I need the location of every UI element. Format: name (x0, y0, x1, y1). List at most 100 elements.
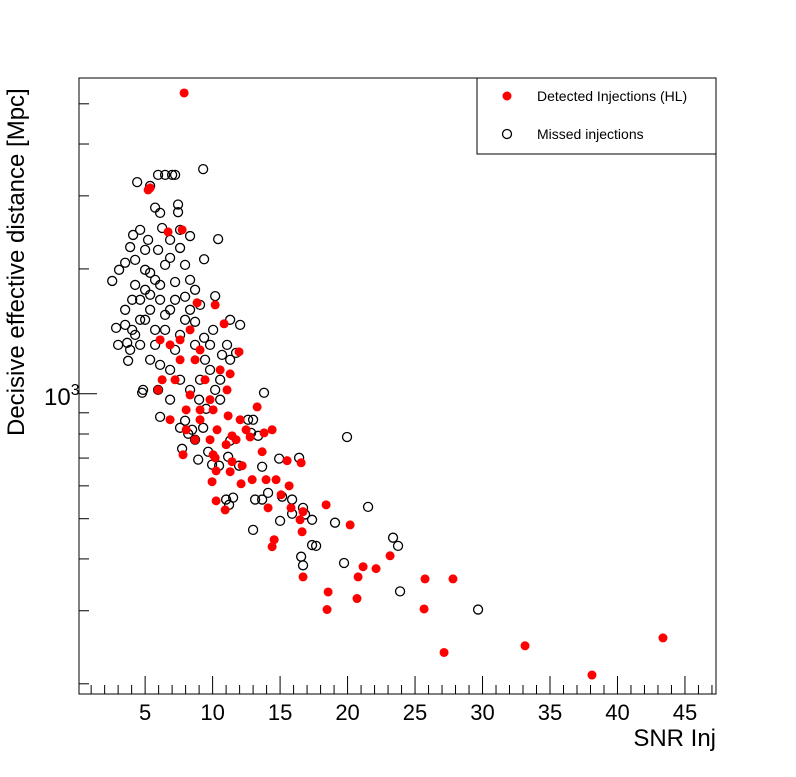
detected-point (269, 535, 279, 545)
detected-point (257, 447, 267, 457)
detected-point (296, 458, 306, 468)
detected-point (297, 527, 307, 537)
detected-point (185, 325, 195, 335)
missed-point (129, 329, 141, 341)
detected-point (221, 440, 231, 450)
missed-point (207, 324, 219, 336)
missed-point (362, 501, 374, 512)
missed-point (149, 202, 161, 213)
missed-point (220, 494, 232, 505)
missed-point (310, 540, 322, 552)
missed-point (286, 494, 298, 505)
detected-point (192, 298, 202, 308)
missed-point (184, 230, 196, 242)
missed-point (134, 339, 146, 351)
legend-missed-label: Missed injections (537, 126, 644, 142)
missed-point (210, 290, 221, 302)
missed-point (127, 294, 138, 305)
x-tick-labels: 5 10 15 20 25 30 35 40 45 (139, 700, 697, 725)
detected-point (321, 500, 331, 510)
missed-point (184, 274, 196, 286)
missed-point (256, 461, 268, 472)
missed-point (329, 517, 341, 528)
missed-point (179, 415, 191, 426)
detected-point (267, 542, 277, 552)
detected-point (178, 450, 188, 460)
missed-point (394, 586, 406, 597)
missed-point (189, 316, 201, 327)
missed-point (144, 267, 156, 278)
detected-point (185, 390, 195, 400)
missed-point (120, 304, 131, 315)
detected-point (219, 319, 229, 329)
missed-point (215, 374, 226, 385)
missed-point (306, 539, 318, 551)
detected-point (261, 475, 271, 485)
missed-point (124, 344, 136, 356)
missed-point (120, 257, 131, 268)
detected-point (323, 587, 333, 597)
missed-point (247, 524, 259, 536)
detected-point (208, 405, 218, 415)
x-tick-label: 20 (335, 700, 359, 725)
detected-point (212, 425, 222, 435)
missed-point (199, 354, 211, 365)
detected-point (419, 604, 429, 614)
missed-point (144, 289, 156, 300)
x-axis-label: SNR Inj (633, 725, 716, 752)
missed-point (234, 319, 246, 331)
detected-point (235, 415, 245, 425)
detected-point (225, 467, 235, 477)
missed-point (472, 604, 484, 615)
missed-point (189, 284, 201, 295)
detected-point (175, 355, 185, 365)
missed-point (169, 276, 181, 288)
missed-point (198, 163, 209, 175)
missed-point (341, 431, 353, 443)
missed-point (154, 411, 166, 422)
detected-point (241, 425, 251, 435)
detected-point (587, 670, 597, 680)
detected-point (236, 479, 246, 489)
missed-point (262, 487, 274, 499)
missed-point (129, 279, 141, 291)
missed-point (154, 359, 166, 371)
detected-point (237, 461, 247, 471)
detected-point (211, 496, 221, 506)
detected-point (195, 405, 205, 415)
detected-point (263, 503, 273, 513)
missed-point (164, 252, 176, 264)
detected-point (205, 435, 215, 445)
missed-point (112, 339, 124, 351)
detected-point (286, 503, 296, 513)
detected-point (298, 572, 308, 582)
detected-point (181, 425, 191, 435)
missed-point (295, 551, 307, 562)
detected-point (165, 340, 175, 350)
missed-point (189, 339, 201, 351)
detected-point (220, 505, 230, 515)
detected-point (227, 457, 237, 467)
missed-point (179, 314, 191, 325)
missed-point (154, 207, 166, 218)
missed-point (225, 354, 236, 365)
missed-point (154, 279, 166, 291)
detected-point (271, 475, 281, 485)
missed-point (127, 324, 138, 336)
detected-point (200, 375, 210, 385)
missed-point (159, 169, 171, 181)
missed-point (164, 394, 176, 405)
missed-point (172, 199, 184, 210)
missed-point (122, 355, 134, 366)
detected-point (195, 345, 205, 355)
detected-point (223, 411, 233, 421)
missed-point (216, 349, 228, 361)
detected-point (181, 405, 191, 415)
missed-point (258, 387, 270, 398)
missed-point (142, 234, 154, 246)
detected-point (385, 551, 395, 561)
detected-point (276, 490, 286, 500)
detected-point (163, 227, 173, 237)
detected-point (210, 453, 220, 463)
